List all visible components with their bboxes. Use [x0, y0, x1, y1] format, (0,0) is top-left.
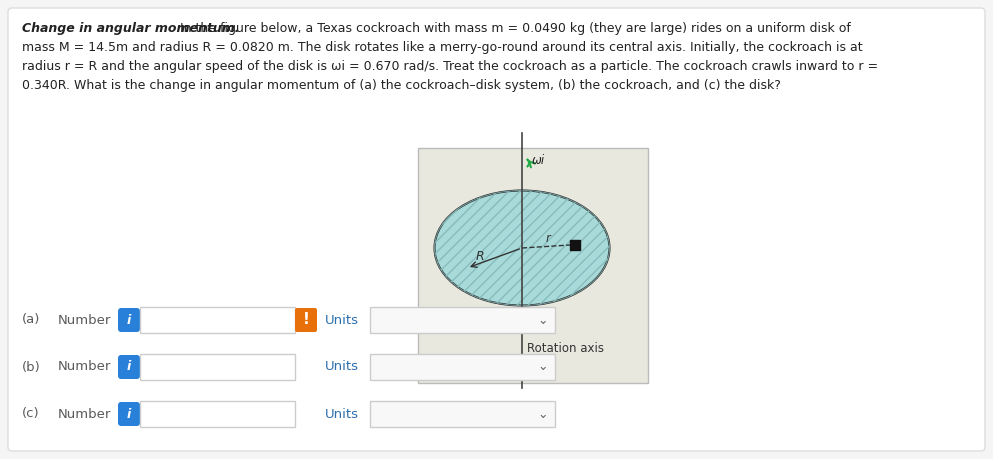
Text: Change in angular momentum.: Change in angular momentum. [22, 22, 239, 35]
Text: R: R [476, 250, 485, 263]
Text: ⌄: ⌄ [538, 360, 548, 374]
Text: 0.340R. What is the change in angular momentum of (a) the cockroach–disk system,: 0.340R. What is the change in angular mo… [22, 79, 780, 92]
Text: (a): (a) [22, 313, 41, 326]
FancyBboxPatch shape [8, 8, 985, 451]
Text: mass M = 14.5m and radius R = 0.0820 m. The disk rotates like a merry-go-round a: mass M = 14.5m and radius R = 0.0820 m. … [22, 41, 863, 54]
Bar [140, 401, 295, 427]
Text: radius r = R and the angular speed of the disk is ωi = 0.670 rad/s. Treat the co: radius r = R and the angular speed of th… [22, 60, 878, 73]
Text: ⌄: ⌄ [538, 408, 548, 420]
Text: Number: Number [58, 313, 111, 326]
Text: Number: Number [58, 408, 111, 420]
FancyBboxPatch shape [118, 355, 140, 379]
Text: i: i [127, 408, 131, 420]
Bar [418, 148, 648, 383]
Bar [140, 354, 295, 380]
Text: Units: Units [325, 360, 359, 374]
Text: ⌄: ⌄ [538, 313, 548, 326]
FancyBboxPatch shape [118, 402, 140, 426]
Text: (c): (c) [22, 408, 40, 420]
Text: i: i [127, 360, 131, 374]
Text: Units: Units [325, 313, 359, 326]
Bar [370, 354, 555, 380]
Text: i: i [127, 313, 131, 326]
Text: r: r [545, 231, 550, 245]
Text: Units: Units [325, 408, 359, 420]
Text: Number: Number [58, 360, 111, 374]
Bar [370, 307, 555, 333]
FancyBboxPatch shape [118, 308, 140, 332]
Text: ωi: ωi [532, 153, 545, 167]
Text: Rotation axis: Rotation axis [527, 342, 604, 355]
Bar [370, 401, 555, 427]
Text: !: ! [303, 313, 310, 328]
Bar [140, 307, 295, 333]
Text: (b): (b) [22, 360, 41, 374]
Text: In the figure below, a Texas cockroach with mass m = 0.0490 kg (they are large) : In the figure below, a Texas cockroach w… [176, 22, 851, 35]
Ellipse shape [435, 190, 610, 306]
FancyBboxPatch shape [295, 308, 317, 332]
